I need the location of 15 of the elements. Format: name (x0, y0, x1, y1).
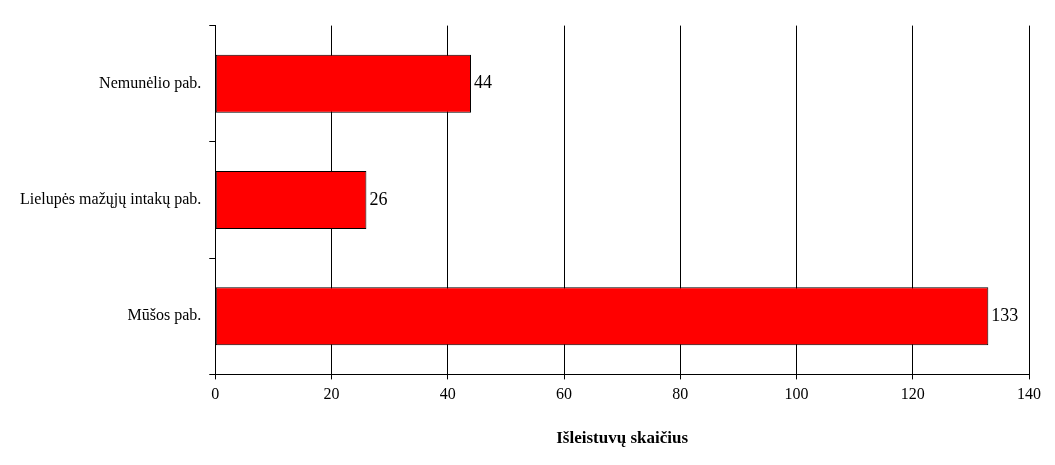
x-tick-label: 100 (784, 385, 809, 403)
data-label: 44 (474, 72, 493, 93)
data-label: 133 (991, 305, 1019, 325)
x-tick-label: 120 (900, 385, 925, 403)
x-tick-label: 20 (323, 385, 340, 403)
x-tick-label: 80 (672, 385, 689, 403)
x-tick-label: 60 (556, 385, 573, 403)
y-tick-label: Nemunėlio pab. (99, 73, 202, 92)
y-tick-label: Lielupės mažųjų intakų pab. (20, 190, 202, 209)
y-tick-label: Mūšos pab. (127, 306, 202, 325)
x-axis-title: Išleistuvų skaičius (556, 428, 689, 448)
x-tick-label: 0 (211, 385, 220, 403)
x-tick-label: 140 (1017, 385, 1041, 403)
data-label: 26 (369, 188, 388, 209)
x-tick-label: 40 (439, 385, 456, 403)
